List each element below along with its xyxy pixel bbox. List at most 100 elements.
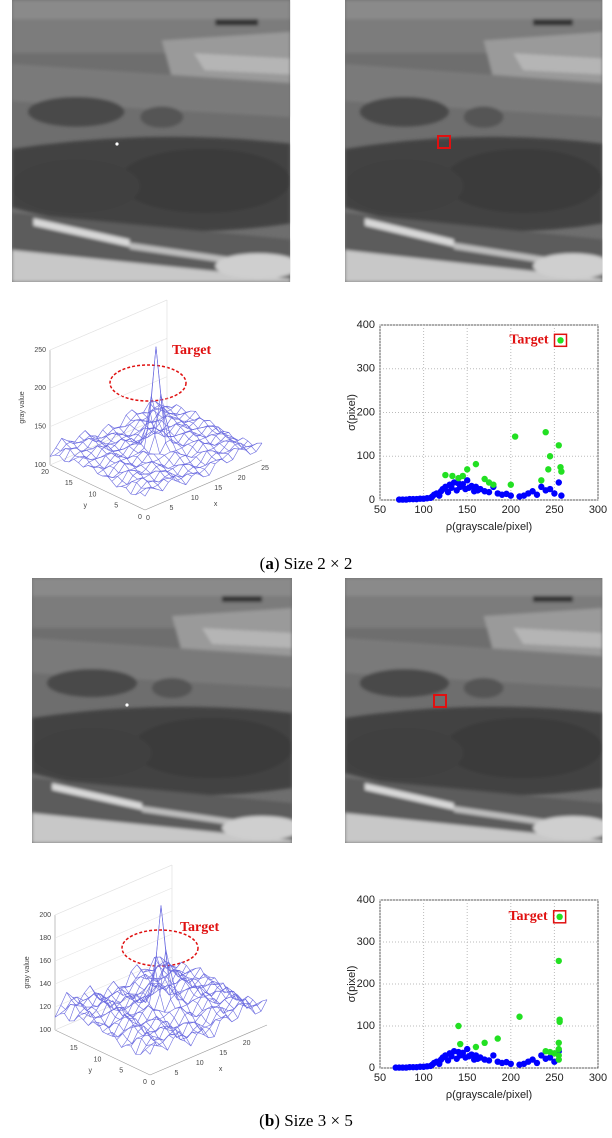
data-point xyxy=(481,1039,488,1047)
x-tick-label: 10 xyxy=(191,495,199,502)
data-point xyxy=(507,481,514,488)
data-point xyxy=(485,1057,493,1064)
data-point xyxy=(556,1018,563,1025)
mesh-line xyxy=(165,964,262,1012)
y-axis-label: y xyxy=(84,502,88,509)
surface-mesh xyxy=(54,905,268,1055)
caption-text: ) Size 3 × 5 xyxy=(274,1111,353,1130)
target-spot xyxy=(115,142,119,146)
data-point xyxy=(538,483,545,491)
target-ellipse xyxy=(109,364,187,402)
caption: (a) Size 2 × 2 xyxy=(260,554,353,573)
x-tick-label: 15 xyxy=(214,485,222,492)
target-label: Target xyxy=(509,333,548,348)
mesh-line xyxy=(73,410,191,460)
data-point xyxy=(464,477,471,484)
target-label: Target xyxy=(508,909,547,924)
axis-frame xyxy=(49,464,146,511)
caption-open: ( xyxy=(259,1111,265,1130)
x-tick-label: 5 xyxy=(174,1070,178,1077)
x-tick-label: 20 xyxy=(243,1040,251,1047)
mesh-line xyxy=(78,411,196,463)
y-tick-label: 0 xyxy=(369,494,375,506)
x-axis-label: x xyxy=(219,1066,223,1073)
data-point xyxy=(507,492,514,499)
data-point xyxy=(448,484,455,491)
grid-line xyxy=(49,299,168,351)
target-box xyxy=(433,694,447,708)
mesh-line xyxy=(130,438,249,495)
data-point xyxy=(490,1052,497,1059)
data-point xyxy=(555,957,562,965)
x-tick-label: 0 xyxy=(146,515,150,522)
mesh-line xyxy=(54,404,172,456)
z-axis-label: gray value xyxy=(19,391,26,423)
grid-line xyxy=(54,979,173,1031)
caption-open: ( xyxy=(260,554,266,573)
z-tick-label: 100 xyxy=(39,1027,51,1034)
z-tick-label: 250 xyxy=(34,347,46,354)
caption: (b) Size 3 × 5 xyxy=(259,1111,353,1130)
data-point xyxy=(490,481,497,488)
data-point xyxy=(481,475,488,483)
mesh-line xyxy=(161,406,257,452)
z-axis-label: gray value xyxy=(24,956,31,988)
target-label: Target xyxy=(172,343,211,358)
data-point xyxy=(545,466,552,473)
z-tick-label: 160 xyxy=(39,958,51,965)
data-point xyxy=(464,466,471,473)
x-tick-label: 300 xyxy=(589,504,607,516)
z-tick-label: 120 xyxy=(39,1004,51,1011)
data-point xyxy=(546,485,554,493)
data-point xyxy=(494,1035,501,1042)
y-tick-label: 400 xyxy=(357,894,375,906)
x-tick-label: 25 xyxy=(261,465,269,472)
data-point xyxy=(546,1054,554,1061)
mesh-line xyxy=(140,999,258,1055)
x-tick-label: 250 xyxy=(545,1072,563,1084)
target-ellipse xyxy=(121,929,199,967)
x-tick-label: 200 xyxy=(502,504,520,516)
mesh-line xyxy=(59,404,177,456)
y-tick-label: 10 xyxy=(89,491,97,498)
image xyxy=(12,0,301,282)
mesh-line xyxy=(125,414,222,461)
axis-frame xyxy=(54,1029,151,1076)
x-tick-label: 5 xyxy=(169,505,173,512)
grid-line xyxy=(54,887,173,939)
x-tick-label: 20 xyxy=(238,475,246,482)
image xyxy=(345,0,612,282)
data-point xyxy=(444,1057,452,1064)
y-tick-label: 0 xyxy=(143,1079,147,1086)
x-tick-label: 100 xyxy=(414,504,432,516)
y-axis-label: σ(pixel) xyxy=(346,394,358,431)
data-point xyxy=(551,490,558,497)
target-label: Target xyxy=(180,920,219,935)
data-point xyxy=(529,1056,536,1063)
data-point xyxy=(558,468,565,475)
y-tick-label: 15 xyxy=(65,480,73,487)
mesh-line xyxy=(102,905,220,1033)
y-tick-label: 300 xyxy=(357,363,375,375)
y-axis-label: σ(pixel) xyxy=(346,966,358,1003)
data-point xyxy=(516,1013,523,1020)
grid-line xyxy=(54,864,173,916)
y-tick-label: 10 xyxy=(94,1056,102,1063)
x-tick-label: 200 xyxy=(502,1072,520,1084)
axis-frame xyxy=(144,459,263,511)
data-point xyxy=(555,1039,562,1047)
y-tick-label: 0 xyxy=(138,514,142,521)
mesh-line xyxy=(87,417,206,469)
mesh-line xyxy=(155,401,251,455)
y-tick-label: 5 xyxy=(114,503,118,510)
x-tick-label: 300 xyxy=(589,1072,607,1084)
x-axis-label: ρ(grayscale/pixel) xyxy=(446,521,532,533)
z-tick-label: 140 xyxy=(39,981,51,988)
caption-label: a xyxy=(265,554,274,573)
y-tick-label: 5 xyxy=(119,1068,123,1075)
x-axis-label: ρ(grayscale/pixel) xyxy=(446,1089,532,1101)
x-tick-label: 150 xyxy=(458,504,476,516)
x-tick-label: 50 xyxy=(374,1072,386,1084)
data-point xyxy=(511,433,519,440)
